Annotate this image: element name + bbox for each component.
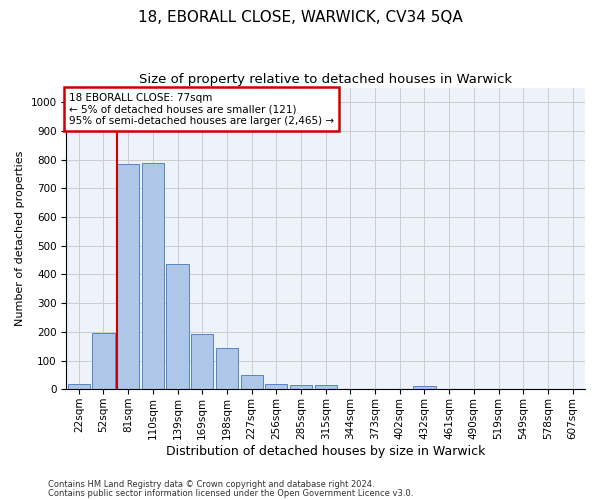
Text: Contains public sector information licensed under the Open Government Licence v3: Contains public sector information licen… xyxy=(48,489,413,498)
Bar xyxy=(265,384,287,389)
Text: Contains HM Land Registry data © Crown copyright and database right 2024.: Contains HM Land Registry data © Crown c… xyxy=(48,480,374,489)
Bar xyxy=(166,264,188,389)
Bar xyxy=(413,386,436,389)
Text: 18, EBORALL CLOSE, WARWICK, CV34 5QA: 18, EBORALL CLOSE, WARWICK, CV34 5QA xyxy=(137,10,463,25)
Bar xyxy=(314,385,337,389)
Y-axis label: Number of detached properties: Number of detached properties xyxy=(15,151,25,326)
Bar xyxy=(68,384,90,389)
Bar xyxy=(216,348,238,389)
Bar xyxy=(142,162,164,389)
X-axis label: Distribution of detached houses by size in Warwick: Distribution of detached houses by size … xyxy=(166,444,485,458)
Bar xyxy=(117,164,139,389)
Text: 18 EBORALL CLOSE: 77sqm
← 5% of detached houses are smaller (121)
95% of semi-de: 18 EBORALL CLOSE: 77sqm ← 5% of detached… xyxy=(69,92,334,126)
Bar xyxy=(290,385,312,389)
Bar xyxy=(92,334,115,389)
Title: Size of property relative to detached houses in Warwick: Size of property relative to detached ho… xyxy=(139,72,512,86)
Bar xyxy=(191,334,214,389)
Bar xyxy=(241,375,263,389)
